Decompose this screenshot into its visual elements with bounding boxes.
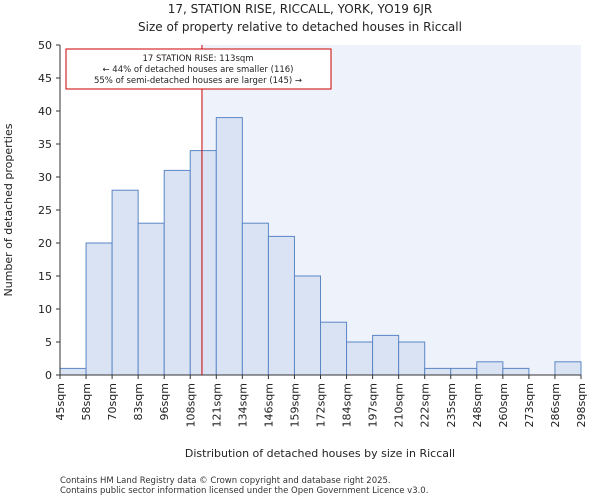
- bar-83sqm: [137, 222, 165, 376]
- bar-146sqm: [267, 235, 295, 376]
- annotation-line-2: ← 44% of detached houses are smaller (11…: [102, 65, 293, 75]
- bar-45sqm: [59, 367, 87, 376]
- y-axis-label: Number of detached properties: [2, 123, 15, 296]
- plot-area: 0 5 10 15 20 25 30 35 40 45 50 45sqm 58sqm 70sqm 83sqm…: [38, 39, 588, 427]
- x-tick-label-45sqm: 45sqm: [54, 383, 67, 420]
- x-tick-label-70sqm: 70sqm: [106, 383, 119, 420]
- x-tick-label-197sqm: 197sqm: [367, 383, 380, 427]
- annotation-line-3: 55% of semi-detached houses are larger (…: [94, 76, 302, 86]
- bar-260sqm: [502, 367, 530, 376]
- bar-172sqm: [320, 321, 348, 376]
- x-tick-label-222sqm: 222sqm: [419, 383, 432, 427]
- y-tick-label-50: 50: [38, 39, 52, 52]
- x-tick-label-210sqm: 210sqm: [393, 383, 406, 427]
- bar-184sqm: [346, 341, 374, 376]
- chart-title-line1: 17, STATION RISE, RICCALL, YORK, YO19 6J…: [168, 2, 433, 16]
- x-tick-label-159sqm: 159sqm: [288, 383, 301, 427]
- footer-line1: Contains HM Land Registry data © Crown c…: [60, 476, 391, 486]
- y-tick-label-0: 0: [45, 369, 52, 382]
- bar-70sqm: [111, 189, 139, 376]
- x-tick-label-184sqm: 184sqm: [341, 383, 354, 427]
- bar-134sqm: [241, 222, 269, 376]
- x-tick-label-134sqm: 134sqm: [236, 383, 249, 427]
- x-tick-label-96sqm: 96sqm: [158, 383, 171, 420]
- bar-159sqm: [293, 275, 322, 376]
- bar-108sqm: [189, 150, 217, 376]
- y-tick-label-30: 30: [38, 171, 52, 184]
- x-axis-label: Distribution of detached houses by size …: [185, 447, 455, 460]
- bar-235sqm: [450, 367, 478, 376]
- x-tick-label-121sqm: 121sqm: [210, 383, 223, 427]
- y-tick-label-10: 10: [38, 303, 52, 316]
- x-tick-label-273sqm: 273sqm: [523, 383, 536, 427]
- bar-197sqm: [372, 334, 400, 376]
- y-tick-label-20: 20: [38, 237, 52, 250]
- annotation-line-1: 17 STATION RISE: 113sqm: [142, 54, 253, 64]
- x-tick-label-248sqm: 248sqm: [471, 383, 484, 427]
- x-tick-label-146sqm: 146sqm: [262, 383, 275, 427]
- footer-line2: Contains public sector information licen…: [60, 486, 428, 496]
- y-tick-label-35: 35: [38, 138, 52, 151]
- y-tick-label-5: 5: [45, 336, 52, 349]
- x-tick-label-108sqm: 108sqm: [184, 383, 197, 427]
- bar-121sqm: [215, 117, 243, 376]
- bar-96sqm: [163, 169, 191, 376]
- x-tick-label-298sqm: 298sqm: [575, 383, 588, 427]
- y-tick-label-25: 25: [38, 204, 52, 217]
- bar-222sqm: [424, 367, 452, 376]
- chart-title-line2: Size of property relative to detached ho…: [138, 20, 462, 34]
- bar-210sqm: [398, 341, 426, 376]
- bar-286sqm: [554, 361, 582, 376]
- x-tick-label-235sqm: 235sqm: [445, 383, 458, 427]
- x-tick-label-260sqm: 260sqm: [497, 383, 510, 427]
- x-tick-label-83sqm: 83sqm: [132, 383, 145, 420]
- y-tick-label-45: 45: [38, 72, 52, 85]
- x-tick-label-172sqm: 172sqm: [315, 383, 328, 427]
- x-tick-label-58sqm: 58sqm: [80, 383, 93, 420]
- annotation-box: [65, 48, 332, 90]
- bar-248sqm: [476, 361, 504, 376]
- bar-58sqm: [85, 242, 113, 376]
- y-tick-label-40: 40: [38, 105, 52, 118]
- x-tick-label-286sqm: 286sqm: [549, 383, 562, 427]
- y-tick-label-15: 15: [38, 270, 52, 283]
